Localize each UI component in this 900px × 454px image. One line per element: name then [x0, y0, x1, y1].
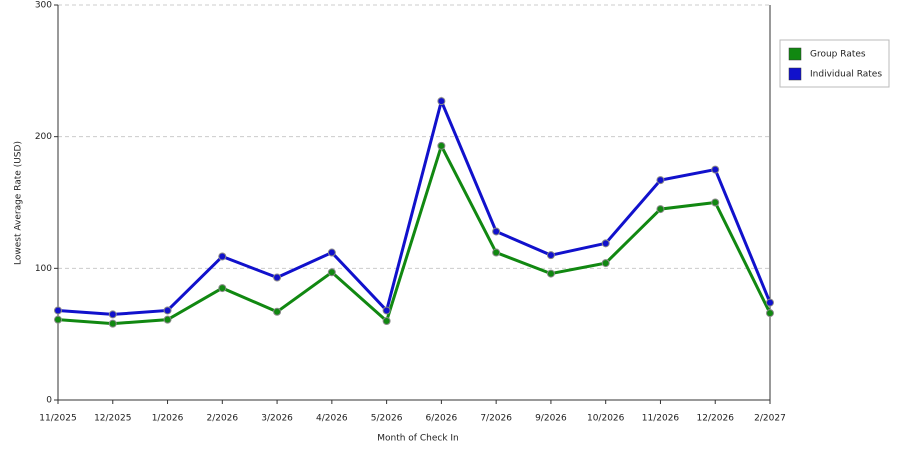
x-tick-label: 1/2026 — [152, 414, 184, 424]
series-line — [57, 141, 772, 326]
data-point — [382, 317, 391, 325]
x-axis-title: Month of Check In — [377, 434, 459, 444]
data-point — [163, 315, 172, 324]
x-tick-label: 9/2026 — [535, 414, 567, 424]
x-tick-label: 6/2026 — [426, 414, 458, 424]
data-point — [766, 309, 774, 318]
data-point — [273, 273, 282, 282]
x-tick-label: 12/2025 — [94, 414, 131, 424]
data-point — [54, 306, 62, 315]
data-point — [492, 248, 501, 257]
x-tick-label: 2/2027 — [754, 414, 786, 424]
x-tick-label: 11/2025 — [39, 414, 76, 424]
y-tick-label: 0 — [46, 396, 52, 406]
data-point — [766, 298, 774, 307]
data-point — [546, 269, 555, 278]
data-point — [108, 319, 117, 328]
data-point — [163, 306, 172, 315]
legend-label: Individual Rates — [810, 70, 882, 80]
x-tick-label: 10/2026 — [587, 414, 625, 424]
legend-swatch — [788, 67, 802, 81]
x-tick-label: 5/2026 — [371, 414, 403, 424]
y-axis-title: Lowest Average Rate (USD) — [14, 141, 24, 265]
legend-label: Group Rates — [810, 50, 866, 60]
x-tick-label: 12/2026 — [697, 414, 735, 424]
data-point — [601, 239, 610, 248]
data-point — [711, 198, 720, 207]
x-tick-label: 11/2026 — [642, 414, 680, 424]
y-tick-label: 200 — [35, 132, 52, 142]
data-point — [546, 251, 555, 260]
y-tick-label: 300 — [35, 1, 52, 11]
data-point — [601, 259, 610, 268]
data-point — [218, 252, 227, 261]
data-point — [327, 248, 336, 257]
series-line — [57, 96, 772, 316]
data-point — [218, 284, 227, 293]
data-point — [711, 165, 720, 174]
data-point — [437, 141, 446, 150]
data-point — [437, 97, 446, 106]
y-tick-label: 100 — [35, 264, 52, 274]
data-point — [108, 310, 117, 319]
data-point — [273, 307, 282, 316]
x-tick-label: 7/2026 — [480, 414, 512, 424]
data-point — [54, 315, 62, 324]
data-point — [656, 205, 665, 214]
x-tick-label: 4/2026 — [316, 414, 348, 424]
data-point — [382, 306, 391, 315]
legend-swatch — [788, 47, 802, 61]
data-point — [327, 268, 336, 277]
data-point — [492, 227, 501, 236]
x-tick-label: 3/2026 — [261, 414, 293, 424]
data-point — [656, 176, 665, 185]
x-tick-label: 2/2026 — [206, 414, 238, 424]
